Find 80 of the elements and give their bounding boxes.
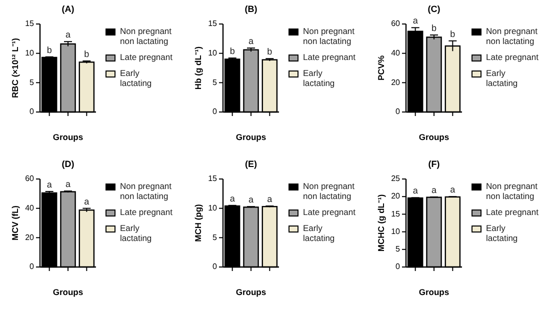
y-tick-label: 5 [30, 78, 35, 87]
chart-title: (D) [62, 159, 74, 169]
x-axis-title: Groups [52, 287, 84, 297]
legend-label: Late pregnant [120, 207, 174, 218]
y-tick-label: 10 [391, 226, 401, 236]
annotation: b [450, 28, 456, 39]
chart-title: (A) [62, 4, 74, 14]
chart-title: (E) [245, 159, 257, 169]
legend-label: Non pregnant non lactating [303, 181, 356, 202]
annotation: a [84, 196, 90, 206]
y-tick-label: 15 [25, 19, 35, 28]
y-tick-label: 5 [212, 78, 218, 87]
annotation: a [412, 16, 418, 26]
x-axis-title: Groups [418, 132, 450, 142]
y-tick-label: 5 [396, 244, 401, 254]
y-tick-label: 60 [25, 174, 35, 184]
annotation: a [450, 184, 456, 195]
legend-label: Early lactating [486, 223, 518, 244]
y-tick-label: 10 [25, 48, 35, 58]
x-axis-title: Groups [236, 287, 266, 297]
legend-label: Late pregnant [486, 207, 540, 218]
annotation: b [84, 48, 90, 59]
x-axis-title: Groups [418, 287, 450, 297]
legend-label: Non pregnant non lactating [486, 26, 538, 46]
y-tick-label: 0 [30, 107, 35, 116]
y-tick-label: 0 [396, 107, 401, 116]
annotation: b [267, 46, 272, 57]
annotation: a [267, 194, 272, 204]
y-tick-label: 60 [391, 19, 401, 28]
y-axis-title: MCH (pg) [193, 204, 203, 242]
y-tick-label: 10 [208, 203, 218, 212]
legend-label: Late pregnant [486, 52, 540, 62]
y-axis-title: RBC (×10¹² L⁻¹) [10, 38, 20, 98]
annotation: b [431, 23, 437, 33]
annotation: a [65, 179, 71, 190]
y-tick-label: 0 [396, 262, 401, 272]
y-tick-label: 15 [208, 174, 218, 184]
y-axis-title: PCV% [376, 55, 386, 81]
legend-label: Non pregnant non lactating [120, 26, 172, 46]
legend-label: Early lactating [486, 68, 518, 88]
legend-label: Non pregnant non lactating [303, 26, 356, 46]
legend-label: Non pregnant non lactating [486, 181, 538, 202]
y-tick-label: 20 [25, 232, 35, 242]
y-tick-label: 0 [212, 107, 218, 116]
annotation: a [412, 186, 418, 196]
y-tick-label: 20 [391, 192, 401, 201]
chart-title: (F) [428, 159, 440, 169]
annotation: b [46, 44, 52, 55]
y-axis-title: MCHC (g dL⁻¹) [376, 194, 386, 252]
y-axis-title: Hb (g dL⁻¹) [193, 46, 203, 90]
annotation: a [431, 184, 437, 195]
legend-label: Non pregnant non lactating [120, 181, 172, 202]
annotation: a [248, 36, 254, 46]
chart-title: (B) [244, 4, 258, 14]
annotation: a [65, 30, 71, 40]
y-tick-label: 20 [391, 78, 401, 87]
y-tick-label: 0 [30, 262, 35, 272]
annotation: b [230, 46, 235, 56]
legend-label: Early lactating [303, 223, 335, 244]
y-tick-label: 25 [391, 174, 401, 184]
x-axis-title: Groups [52, 132, 84, 142]
legend-label: Early lactating [120, 68, 152, 88]
y-tick-label: 40 [25, 203, 35, 212]
legend-label: Early lactating [120, 223, 152, 244]
y-tick-label: 10 [208, 48, 218, 58]
y-tick-label: 5 [212, 232, 218, 242]
legend-label: Late pregnant [303, 207, 356, 218]
x-axis-title: Groups [236, 132, 266, 142]
legend-label: Late pregnant [120, 52, 174, 62]
chart-title: (C) [428, 4, 440, 14]
legend-label: Early lactating [303, 68, 335, 88]
y-tick-label: 15 [208, 19, 218, 28]
y-tick-label: 40 [391, 48, 401, 58]
annotation: a [46, 179, 52, 190]
annotation: a [230, 193, 235, 204]
y-tick-label: 0 [212, 262, 218, 272]
legend-label: Late pregnant [303, 52, 356, 62]
y-axis-title: MCV (fL) [10, 205, 20, 240]
y-tick-label: 15 [391, 209, 401, 218]
annotation: a [248, 194, 254, 205]
